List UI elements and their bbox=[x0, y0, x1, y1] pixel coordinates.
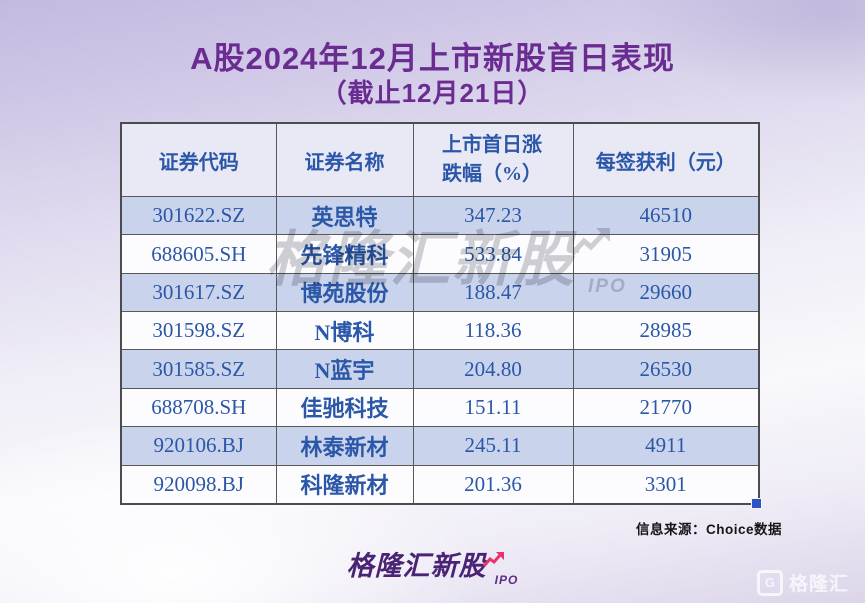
ipo-table-container: 证券代码 证券名称 上市首日涨跌幅（%） 每签获利（元） 301622.SZ 英… bbox=[120, 122, 762, 509]
cell-change: 347.23 bbox=[412, 195, 574, 236]
col-header-name: 证券名称 bbox=[275, 122, 414, 197]
brand-corner-text: 格隆汇 bbox=[788, 574, 849, 595]
cell-change: 151.11 bbox=[412, 387, 574, 428]
cell-code: 688708.SH bbox=[120, 387, 277, 428]
ipo-table: 证券代码 证券名称 上市首日涨跌幅（%） 每签获利（元） 301622.SZ 英… bbox=[120, 122, 760, 505]
table-row: 688708.SH 佳驰科技 151.11 21770 bbox=[120, 387, 760, 428]
footer-logo-ipo-label: IPO bbox=[494, 573, 519, 587]
cell-change: 118.36 bbox=[412, 311, 574, 351]
cell-profit: 29660 bbox=[572, 272, 760, 313]
table-row: 301598.SZ N博科 118.36 28985 bbox=[120, 311, 760, 351]
gelonghui-g-icon: G bbox=[756, 569, 783, 596]
cell-change: 204.80 bbox=[412, 349, 574, 389]
cell-profit: 21770 bbox=[572, 387, 760, 428]
cell-profit: 26530 bbox=[572, 349, 760, 389]
spreadsheet-fill-handle bbox=[751, 498, 762, 509]
table-row: 920106.BJ 林泰新材 245.11 4911 bbox=[120, 426, 760, 466]
table-row: 688605.SH 先锋精科 533.84 31905 bbox=[120, 234, 760, 274]
cell-name: N蓝宇 bbox=[275, 349, 414, 389]
table-row: 301617.SZ 博苑股份 188.47 29660 bbox=[120, 272, 760, 313]
cell-change: 533.84 bbox=[412, 234, 574, 274]
cell-profit: 46510 bbox=[572, 195, 760, 236]
cell-name: 英思特 bbox=[275, 195, 414, 236]
cell-name: 林泰新材 bbox=[275, 426, 414, 466]
cell-code: 920098.BJ bbox=[120, 464, 277, 505]
col-header-code: 证券代码 bbox=[120, 122, 277, 197]
cell-change: 188.47 bbox=[412, 272, 574, 313]
cell-code: 301598.SZ bbox=[120, 311, 277, 351]
brand-corner-logo: G 格隆汇 bbox=[756, 569, 849, 596]
cell-name: 佳驰科技 bbox=[275, 387, 414, 428]
col-header-change-label: 上市首日涨跌幅（%） bbox=[442, 134, 542, 185]
col-header-profit: 每签获利（元） bbox=[572, 122, 760, 197]
cell-name: N博科 bbox=[275, 311, 414, 351]
cell-code: 688605.SH bbox=[120, 234, 277, 274]
cell-change: 201.36 bbox=[412, 464, 574, 505]
cell-name: 先锋精科 bbox=[275, 234, 414, 274]
page-subtitle: （截止12月21日） bbox=[320, 78, 545, 108]
table-row: 920098.BJ 科隆新材 201.36 3301 bbox=[120, 464, 760, 505]
cell-profit: 3301 bbox=[572, 464, 760, 505]
page-title: A股2024年12月上市新股首日表现 bbox=[190, 41, 675, 76]
cell-code: 920106.BJ bbox=[120, 426, 277, 466]
cell-profit: 28985 bbox=[572, 311, 760, 351]
source-note: 信息来源：Choice数据 bbox=[635, 522, 782, 537]
table-header-row: 证券代码 证券名称 上市首日涨跌幅（%） 每签获利（元） bbox=[120, 122, 760, 197]
table-row: 301585.SZ N蓝宇 204.80 26530 bbox=[120, 349, 760, 389]
stock-arrow-icon bbox=[482, 551, 505, 573]
cell-change: 245.11 bbox=[412, 426, 574, 466]
cell-code: 301617.SZ bbox=[120, 272, 277, 313]
table-row: 301622.SZ 英思特 347.23 46510 bbox=[120, 195, 760, 236]
footer-logo: 格隆汇新股 IPO bbox=[0, 551, 865, 592]
cell-profit: 31905 bbox=[572, 234, 760, 274]
cell-code: 301585.SZ bbox=[120, 349, 277, 389]
cell-name: 科隆新材 bbox=[275, 464, 414, 505]
cell-code: 301622.SZ bbox=[120, 195, 277, 236]
col-header-change: 上市首日涨跌幅（%） bbox=[412, 122, 574, 197]
cell-name: 博苑股份 bbox=[275, 272, 414, 313]
cell-profit: 4911 bbox=[572, 426, 760, 466]
footer-logo-text: 格隆汇新股 bbox=[346, 551, 487, 581]
